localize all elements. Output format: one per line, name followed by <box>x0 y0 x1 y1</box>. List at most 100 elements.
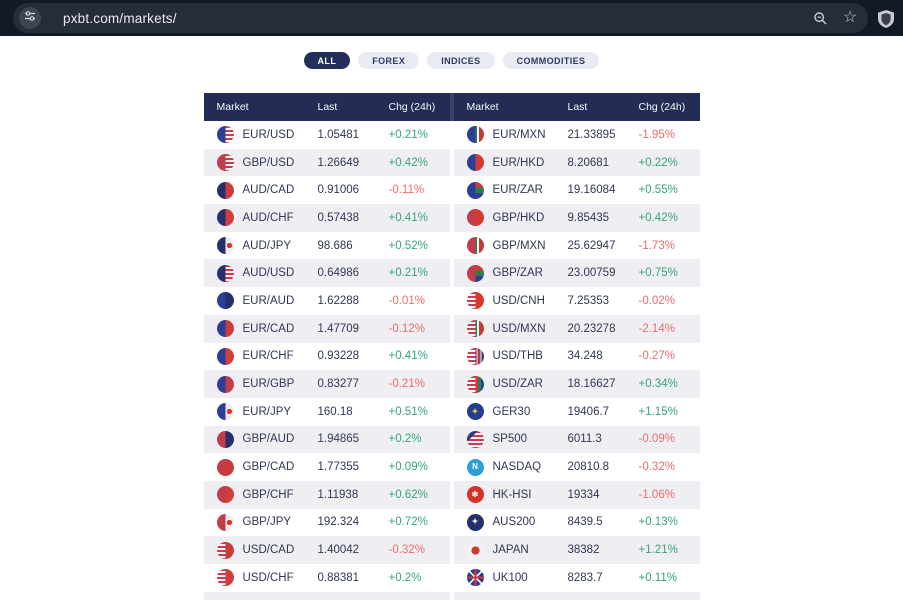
table-row[interactable]: EUR/CAD 1.47709 -0.12% <box>203 314 450 343</box>
table-row[interactable]: ✻ HK-HSI 19334 -1.06% <box>453 480 700 509</box>
chg-percent: +0.11% <box>638 571 677 584</box>
pair-flag-icon <box>216 264 234 282</box>
table-row[interactable]: USD/CHF 0.88381 +0.2% <box>204 564 450 592</box>
table-row[interactable]: USD/THB 34.248 -0.27% <box>454 343 700 371</box>
chg-percent: -0.27% <box>638 350 675 363</box>
pair-flag-icon <box>216 541 234 559</box>
market-label: USD/CHF <box>242 571 294 584</box>
table-row[interactable]: EUR/ZAR 19.16084 +0.55% <box>454 176 700 204</box>
table-row[interactable]: USD/MXN 20.23278 -2.14% <box>453 314 700 343</box>
site-settings-button[interactable] <box>19 7 41 29</box>
url-text[interactable]: pxbt.com/markets/ <box>63 10 177 26</box>
market-table-left: Market Last Chg (24h) EUR/USD 1.05481 +0… <box>203 93 450 600</box>
market-label: GBP/HKD <box>492 211 545 224</box>
table-row[interactable]: UK100 8283.7 +0.11% <box>454 564 700 592</box>
chg-percent: +0.51% <box>388 405 428 418</box>
last-price: 0.57438 <box>317 211 360 224</box>
chg-percent: -0.01% <box>388 294 425 307</box>
table-row[interactable]: GBP/ZAR 23.00759 +0.75% <box>453 259 700 288</box>
last-price: 8283.7 <box>567 571 603 584</box>
table-row[interactable]: GBP/USD 1.26649 +0.42% <box>203 148 450 177</box>
partial-row <box>453 591 700 600</box>
chg-percent: -0.32% <box>638 461 675 474</box>
chg-percent: +0.22% <box>638 156 678 169</box>
table-row[interactable]: GBP/AUD 1.94865 +0.2% <box>203 425 450 454</box>
pair-flag-icon <box>216 154 234 172</box>
last-price: 0.88381 <box>317 571 360 584</box>
tab-forex[interactable]: FOREX <box>358 52 420 69</box>
last-price: 20.23278 <box>567 322 616 335</box>
pair-flag-icon <box>216 347 234 365</box>
table-row[interactable]: USD/CNH 7.25353 -0.02% <box>454 287 700 315</box>
table-row[interactable]: AUD/CAD 0.91006 -0.11% <box>204 176 450 204</box>
last-price: 1.94865 <box>317 433 360 446</box>
table-row[interactable]: GBP/MXN 25.62947 -1.73% <box>454 232 700 260</box>
table-row[interactable]: GBP/HKD 9.85435 +0.42% <box>453 204 700 232</box>
last-price: 9.85435 <box>567 211 610 224</box>
url-bar[interactable]: pxbt.com/markets/ ☆ <box>13 3 868 33</box>
table-row[interactable]: EUR/GBP 0.83277 -0.21% <box>203 370 450 398</box>
chg-percent: +0.55% <box>638 184 678 197</box>
table-row[interactable]: EUR/JPY 160.18 +0.51% <box>204 398 450 426</box>
market-label: EUR/ZAR <box>492 184 543 197</box>
pair-flag-icon <box>216 375 234 393</box>
table-row[interactable]: USD/CAD 1.40042 -0.32% <box>203 536 450 564</box>
chg-percent: +0.75% <box>638 267 678 280</box>
pair-flag-icon <box>466 320 484 338</box>
pair-flag-icon <box>466 209 484 227</box>
chg-percent: +0.2% <box>388 433 422 446</box>
last-price: 1.77355 <box>317 461 360 474</box>
market-label: GER30 <box>492 405 531 418</box>
tab-indices[interactable]: INDICES <box>427 52 495 69</box>
table-divider <box>449 93 454 600</box>
table-row[interactable]: ✦ AUS200 8439.5 +0.13% <box>454 509 700 537</box>
shield-extension-icon[interactable] <box>876 9 895 28</box>
pair-flag-icon <box>216 403 234 421</box>
table-row[interactable]: N NASDAQ 20810.8 -0.32% <box>454 453 700 481</box>
chg-percent: +0.52% <box>388 239 428 252</box>
pair-flag-icon <box>216 513 234 531</box>
chg-percent: -0.09% <box>638 433 675 446</box>
table-row[interactable]: AUD/CHF 0.57438 +0.41% <box>203 204 450 232</box>
table-row[interactable]: EUR/USD 1.05481 +0.21% <box>204 121 450 149</box>
market-label: EUR/CAD <box>242 322 295 335</box>
pair-flag-icon <box>216 430 234 448</box>
tab-all[interactable]: ALL <box>303 52 351 69</box>
browser-chrome: pxbt.com/markets/ ☆ <box>0 0 903 36</box>
table-row[interactable]: GBP/JPY 192.324 +0.72% <box>204 509 450 537</box>
table-row[interactable]: EUR/MXN 21.33895 -1.95% <box>454 121 700 149</box>
table-row[interactable]: JAPAN 38382 +1.21% <box>453 536 700 564</box>
table-row[interactable]: AUD/USD 0.64986 +0.21% <box>203 259 450 288</box>
pair-flag-icon <box>466 126 484 144</box>
table-row[interactable]: SP500 6011.3 -0.09% <box>453 425 700 454</box>
table-row[interactable]: GBP/CHF 1.11938 +0.62% <box>203 480 450 509</box>
chg-percent: -0.02% <box>638 294 675 307</box>
table-row[interactable]: GBP/CAD 1.77355 +0.09% <box>204 453 450 481</box>
last-price: 20810.8 <box>567 461 610 474</box>
table-row[interactable]: ✦ GER30 19406.7 +1.15% <box>454 398 700 426</box>
pair-flag-icon: ✻ <box>466 486 484 504</box>
zoom-magnifier-icon[interactable] <box>808 6 832 30</box>
market-label: USD/MXN <box>492 322 546 335</box>
last-price: 1.40042 <box>317 544 360 557</box>
markets-tables: Market Last Chg (24h) EUR/USD 1.05481 +0… <box>203 93 700 600</box>
market-label: AUD/CHF <box>242 211 294 224</box>
table-body: EUR/USD 1.05481 +0.21% GBP/USD 1.26649 +… <box>203 121 450 592</box>
table-body: EUR/MXN 21.33895 -1.95% EUR/HKD 8.20681 … <box>453 121 700 592</box>
pair-flag-icon <box>216 181 234 199</box>
table-row[interactable]: AUD/JPY 98.686 +0.52% <box>204 232 450 260</box>
market-label: AUD/CAD <box>242 184 295 197</box>
column-header-last: Last <box>317 101 338 113</box>
pair-flag-icon <box>466 292 484 310</box>
table-row[interactable]: EUR/CHF 0.93228 +0.41% <box>204 343 450 371</box>
pair-flag-icon <box>216 126 234 144</box>
table-row[interactable]: EUR/HKD 8.20681 +0.22% <box>453 148 700 177</box>
table-row[interactable]: EUR/AUD 1.62288 -0.01% <box>204 287 450 315</box>
last-price: 23.00759 <box>567 267 616 280</box>
pair-flag-icon <box>466 347 484 365</box>
chg-percent: -0.12% <box>388 322 425 335</box>
table-row[interactable]: USD/ZAR 18.16627 +0.34% <box>453 370 700 398</box>
tab-commodities[interactable]: COMMODITIES <box>502 52 600 69</box>
pair-flag-icon <box>466 264 484 282</box>
bookmark-star-icon[interactable]: ☆ <box>842 9 858 26</box>
